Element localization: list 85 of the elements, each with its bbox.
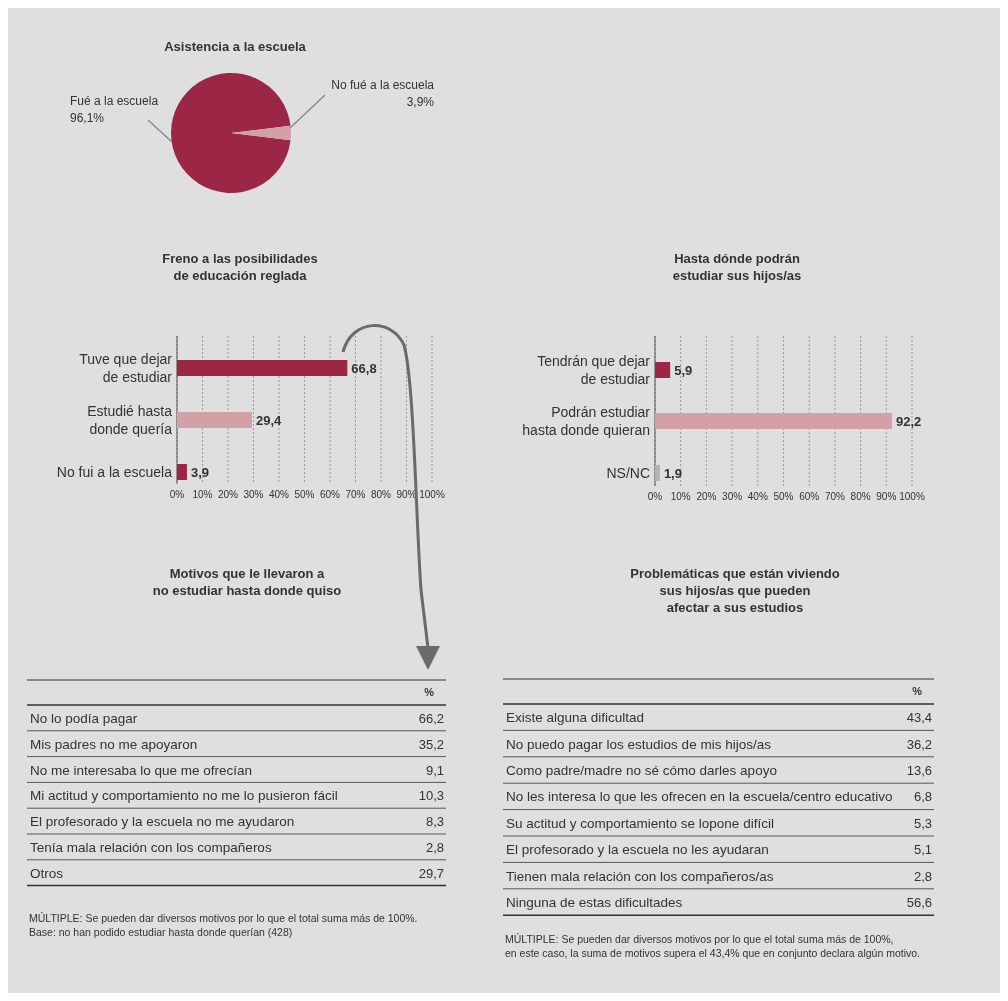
category-label: El profesorado y la escuela no les ayudaran (506, 842, 769, 858)
category-label: No les interesa lo que les ofrecen en la escuela/centro educativo (506, 789, 893, 805)
text: 56,6 (906, 895, 932, 910)
x-tick-label: 30% (722, 491, 743, 502)
y-tick-label: NS/NC (606, 465, 650, 481)
text: MÚLTIPLE: Se pueden dar diversos motivos por lo que el total suma más de 100%, (505, 933, 894, 945)
x-tick-label: 70% (345, 489, 366, 500)
category-label: No puedo pagar los estudios de mis hijos/as (506, 736, 772, 752)
text: Base: no han podido estudiar hasta donde querían (428) (29, 926, 293, 938)
data-label: 3,9% (406, 95, 435, 109)
category-label: No me interesaba lo que me ofrecían (30, 762, 253, 778)
x-tick-label: 0% (169, 489, 185, 500)
category-label: Ninguna de estas dificultades (506, 895, 683, 910)
x-tick-label: 70% (824, 491, 846, 502)
y-tick-label: Tendrán que dejar de estudiar (537, 353, 651, 387)
category-label: No lo podía pagar (30, 710, 138, 726)
bar (177, 464, 187, 480)
text: 29,7 (418, 865, 444, 881)
text: 35,2 (418, 736, 444, 752)
data-label: 92,2 (895, 414, 922, 429)
x-tick-label: 60% (319, 489, 341, 500)
x-tick-label: 10% (670, 491, 691, 502)
data-label: 5,9 (674, 363, 693, 378)
text: 36,2 (906, 736, 932, 752)
x-tick-label: 40% (268, 489, 290, 500)
chart-title: Hasta dónde podrán estudiar sus hijos/as (672, 251, 802, 283)
pie-slice (171, 73, 291, 193)
text: Problemáticas que están viviendo sus hijos/as que pueden afectar a sus estudios (630, 566, 840, 615)
y-tick-label: Tuve que dejar de estudiar (79, 351, 173, 385)
data-label: 66,8 (351, 361, 377, 376)
category-label: Otros (30, 865, 64, 881)
category-label: Tenía mala relación con los compañeros (30, 839, 272, 855)
slice-label: No fué a la escuela (331, 78, 435, 92)
bar (655, 465, 660, 481)
x-tick-label: 30% (243, 489, 264, 500)
x-tick-label: 60% (799, 491, 820, 502)
x-tick-label: 80% (850, 491, 871, 502)
text: 66,2 (418, 710, 444, 726)
text: 13,6 (906, 763, 932, 778)
text: 2,8 (913, 868, 932, 884)
chart-title: Freno a las posibilidades de educación reglada (162, 251, 318, 283)
x-tick-label: 80% (370, 489, 392, 500)
x-tick-label: 10% (192, 489, 213, 500)
x-tick-label: 90% (876, 491, 897, 502)
x-tick-label: 100% (899, 491, 925, 502)
text: 6,8 (913, 789, 932, 805)
category-label: Mi actitud y comportamiento no me lo pusieron fácil (30, 788, 338, 804)
text: 43,4 (906, 710, 932, 726)
data-label: 1,9 (663, 466, 682, 481)
y-tick-label: No fui a la escuela (56, 464, 173, 480)
x-tick-label: 20% (217, 489, 239, 500)
y-tick-label: Podrán estudiar hasta donde quieran (522, 404, 651, 438)
y-tick-label: Estudié hasta donde quería (87, 403, 173, 437)
category-label: El profesorado y la escuela no me ayudaron (30, 814, 295, 830)
x-tick-label: 50% (773, 491, 794, 502)
x-tick-label: 100% (419, 489, 445, 500)
text: 9,1 (425, 762, 444, 778)
text: 8,3 (425, 814, 444, 830)
text: MÚLTIPLE: Se pueden dar diversos motivos por lo que el total suma más de 100%. (29, 912, 418, 924)
category-label: Existe alguna dificultad (506, 710, 645, 726)
x-tick-label: 0% (647, 491, 663, 502)
text: en este caso, la suma de motivos supera el 43,4% que en conjunto declara algún motivo. (505, 947, 921, 959)
bar (177, 412, 252, 428)
x-tick-label: 50% (294, 489, 315, 500)
x-tick-label: 40% (747, 491, 768, 502)
category-label: Como padre/madre no sé cómo darles apoyo (506, 763, 777, 778)
text: 10,3 (418, 788, 444, 804)
category-label: Mis padres no me apoyaron (30, 736, 198, 752)
slice-label: Fué a la escuela (70, 94, 159, 108)
text: Motivos que le llevaron a no estudiar hasta donde quiso (152, 566, 342, 598)
text: % (912, 685, 923, 697)
bar (655, 362, 671, 378)
x-tick-label: 20% (696, 491, 717, 502)
text: 2,8 (425, 839, 444, 855)
data-label: 96,1% (70, 111, 105, 125)
data-label: 29,4 (255, 413, 283, 428)
category-label: Su actitud y comportamiento se lopone difícil (506, 815, 774, 831)
text: 5,1 (913, 842, 932, 858)
bar (177, 360, 348, 376)
text: 5,3 (913, 815, 932, 831)
chart-title: Asistencia a la escuela (164, 39, 307, 54)
text: % (424, 686, 435, 698)
bar (655, 413, 892, 429)
category-label: Tienen mala relación con los compañeros/as (506, 868, 774, 884)
data-label: 3,9 (190, 465, 210, 480)
